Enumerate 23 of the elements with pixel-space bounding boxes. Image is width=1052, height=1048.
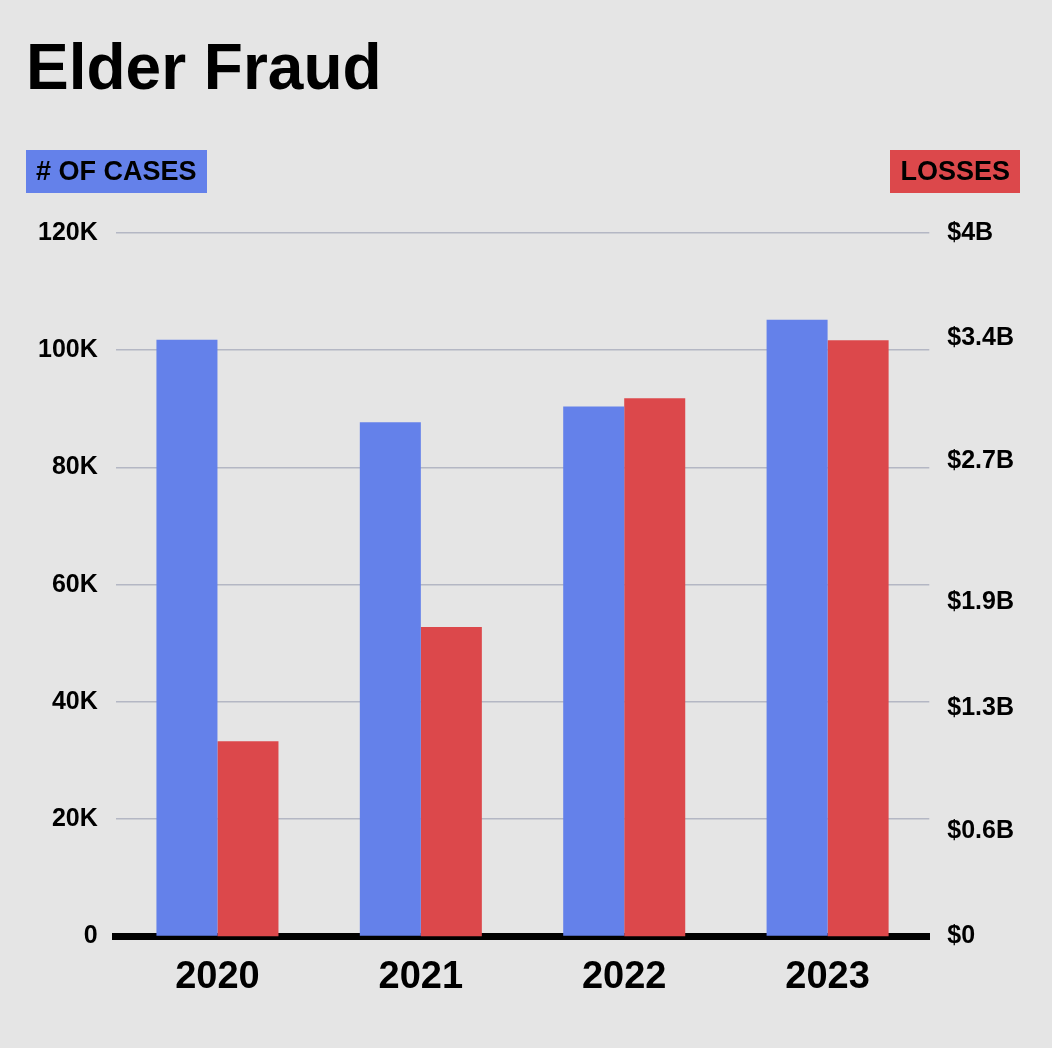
y2-tick-label: $1.9B bbox=[947, 586, 1015, 615]
y-tick-label: 120K bbox=[38, 216, 98, 245]
y2-axis-title: LOSSES bbox=[890, 150, 1020, 193]
y-tick-label: 20K bbox=[51, 803, 98, 832]
x-tick-label: 2021 bbox=[378, 953, 464, 996]
bar bbox=[217, 741, 279, 937]
y2-tick-label: $2.7B bbox=[947, 445, 1015, 474]
y2-tick-label: $4B bbox=[947, 216, 994, 245]
chart-title: Elder Fraud bbox=[26, 30, 382, 104]
y-tick-label: 40K bbox=[51, 685, 98, 714]
y-tick-label: 80K bbox=[51, 451, 98, 480]
y-tick-label: 60K bbox=[51, 568, 98, 597]
y2-tick-label: $3.4B bbox=[947, 322, 1015, 351]
y2-tick-label: $0.6B bbox=[947, 814, 1015, 843]
y-tick-label: 0 bbox=[83, 920, 98, 949]
y-tick-label: 100K bbox=[38, 334, 98, 363]
y2-tick-label: $1.3B bbox=[947, 691, 1015, 720]
bar bbox=[156, 339, 218, 936]
y2-tick-label: $0 bbox=[947, 920, 976, 949]
x-tick-label: 2022 bbox=[581, 953, 667, 996]
y-axis-title: # OF CASES bbox=[26, 150, 207, 193]
x-tick-label: 2020 bbox=[175, 953, 260, 996]
x-tick-label: 2023 bbox=[785, 953, 870, 996]
